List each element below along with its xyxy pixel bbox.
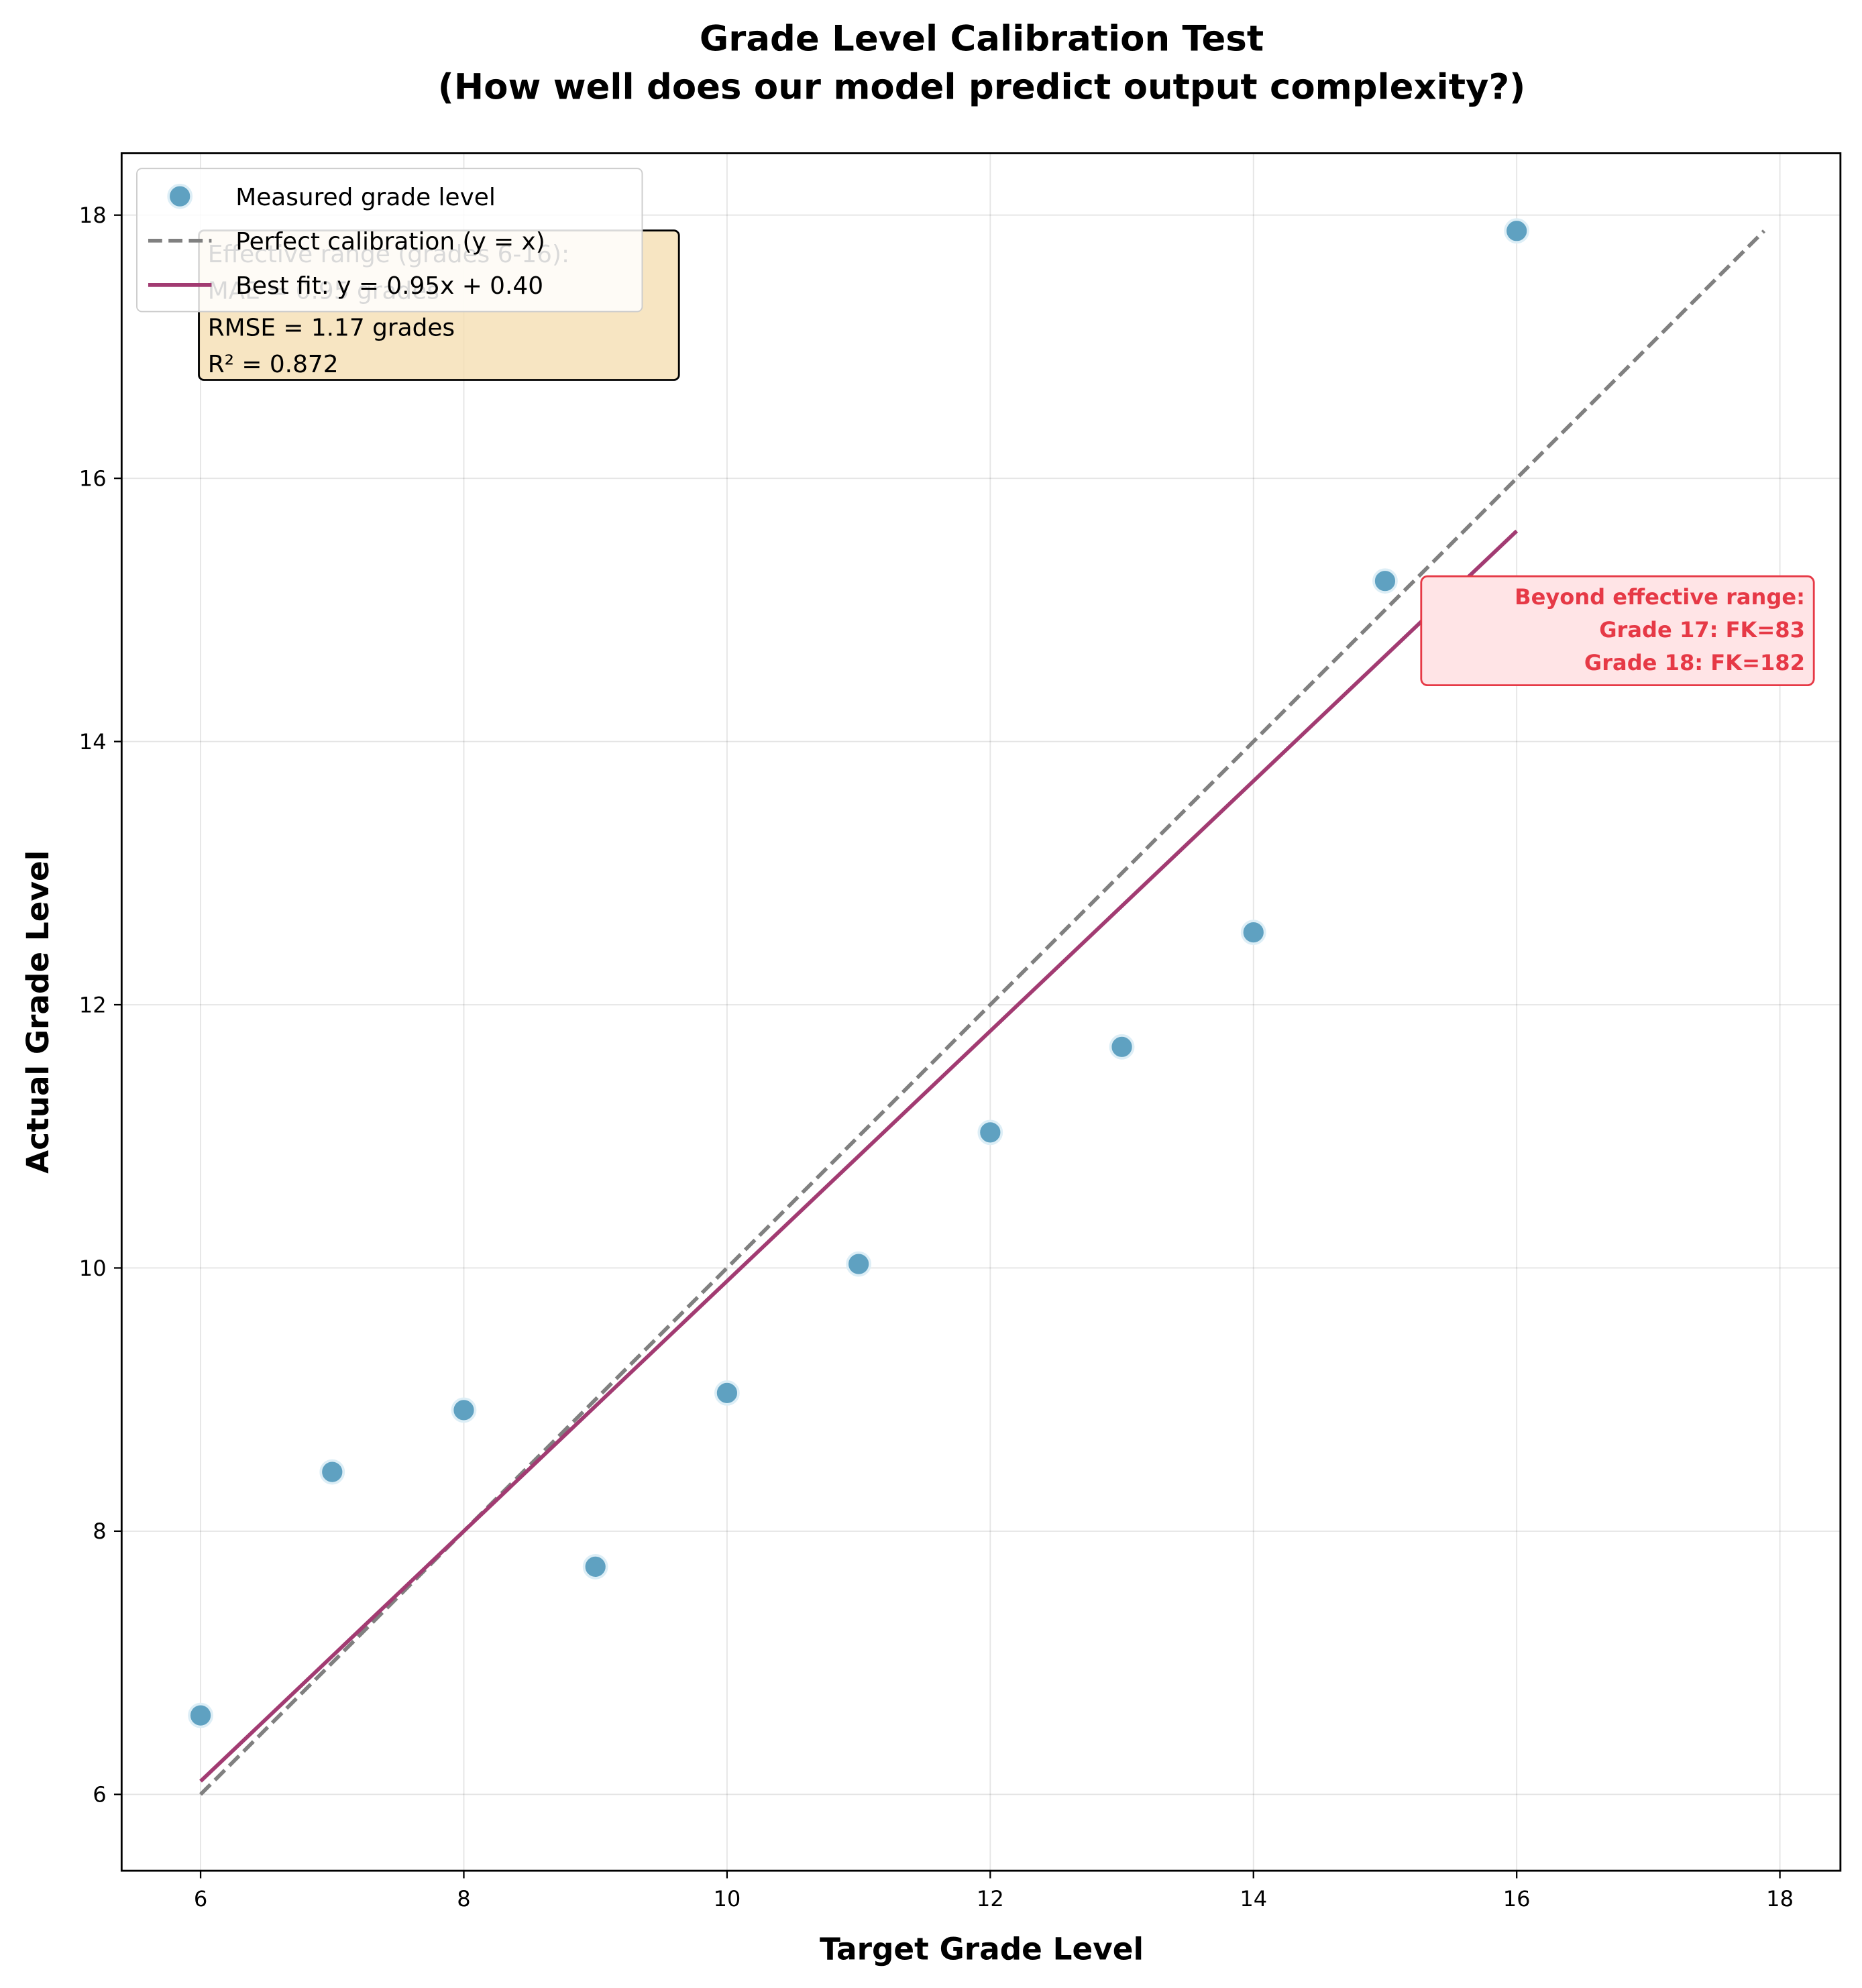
line-series — [199, 529, 1519, 1783]
x-tick-label: 6 — [194, 1886, 207, 1912]
x-tick-label: 10 — [713, 1886, 741, 1912]
x-tick-label: 12 — [977, 1886, 1004, 1912]
legend-marker — [167, 183, 193, 209]
warning-text: Beyond effective range: — [1515, 584, 1805, 610]
y-tick-label: 8 — [93, 1518, 106, 1544]
x-tick-label: 8 — [457, 1886, 470, 1912]
scatter-point — [1504, 218, 1530, 244]
legend: Measured grade level Perfect calibration … — [136, 168, 643, 313]
x-axis-label: Target Grade Level — [820, 1931, 1144, 1967]
plot-area — [188, 218, 1766, 1796]
y-tick-label: 6 — [93, 1782, 106, 1808]
scatter-point — [1109, 1034, 1135, 1060]
stats-text: RMSE = 1.17 grades — [208, 314, 455, 341]
y-tick-label: 14 — [79, 729, 107, 755]
stats-text: R² = 0.872 — [208, 351, 339, 378]
chart-title: Grade Level Calibration Test — [700, 19, 1264, 60]
scatter-point — [714, 1380, 740, 1406]
scatter-point — [1240, 920, 1266, 945]
axes-frame — [120, 152, 1842, 1872]
legend-label: Measured grade level — [235, 184, 496, 211]
scatter-point — [1372, 568, 1398, 594]
scatter-point — [582, 1553, 608, 1580]
legend-label: Perfect calibration (y = x) — [235, 228, 545, 256]
grid: 6 8 10 12 14 16 18 6 8 10 12 14 16 18 — [79, 153, 1841, 1912]
scatter-point — [188, 1702, 213, 1728]
chart-subtitle: (How well does our model predict output … — [438, 66, 1526, 107]
scatter-point — [319, 1459, 345, 1485]
legend-label: Best fit: y = 0.95x + 0.40 — [235, 272, 543, 300]
warning-text: Grade 17: FK=83 — [1599, 617, 1805, 643]
scatter-point — [846, 1251, 871, 1277]
y-tick-label: 18 — [79, 203, 107, 228]
scatter-point — [451, 1397, 477, 1423]
x-tick-label: 18 — [1766, 1886, 1794, 1912]
y-tick-label: 16 — [79, 465, 107, 491]
scatter-point — [977, 1119, 1003, 1146]
warning-text: Grade 18: FK=182 — [1584, 650, 1805, 675]
x-tick-label: 14 — [1240, 1886, 1267, 1912]
legend-frame — [136, 168, 643, 313]
y-tick-label: 12 — [79, 992, 107, 1017]
y-axis-label: Actual Grade Level — [20, 850, 56, 1174]
y-tick-label: 10 — [79, 1256, 107, 1281]
warning-box: Beyond effective range: Grade 17: FK=83 Gr… — [1420, 575, 1815, 687]
warning-box-bg — [1420, 575, 1815, 687]
x-tick-label: 16 — [1503, 1886, 1531, 1912]
